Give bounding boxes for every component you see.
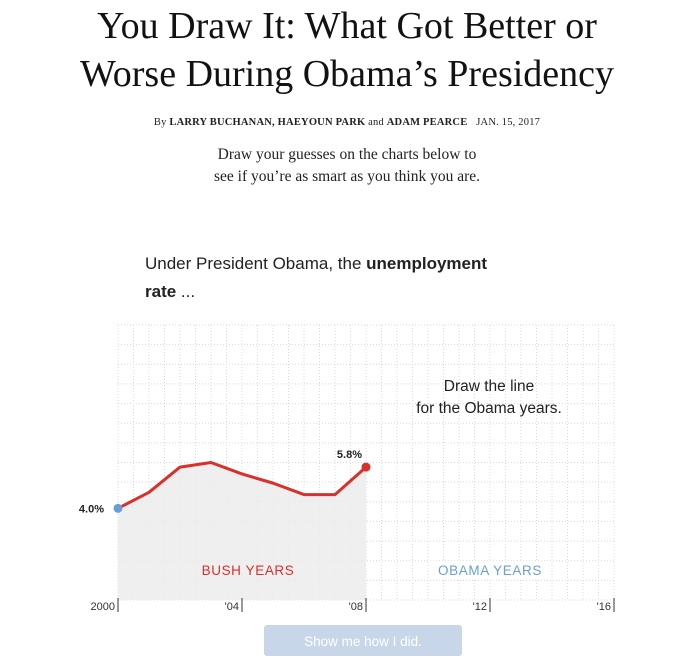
draw-prompt-line-2: for the Obama years. [416,400,562,417]
dek-line-2: see if you’re as smart as you think you … [213,168,480,185]
x-tick-label: '08 [349,601,363,613]
obama-years-label-bg [430,561,548,579]
question-bold: unemployment [366,254,488,273]
x-tick-label: '12 [473,601,487,613]
end-point[interactable] [361,462,371,472]
question-rate: rate [145,282,177,301]
headline-line-1: You Draw It: What Got Better or [97,5,597,47]
byline-authors-2[interactable]: ADAM PEARCE [386,117,468,128]
start-point [113,503,123,513]
dek-line-1: Draw your guesses on the charts below to [217,146,477,163]
headline-line-2: Worse During Obama’s Presidency [79,53,615,95]
draw-area[interactable] [366,325,614,600]
byline-and: and [368,117,384,128]
headline: You Draw It: What Got Better or Worse Du… [0,2,694,98]
unemployment-draw-chart[interactable]: 4.0% 5.8% BUSH YEARS OBAMA YEARS Draw the li… [0,0,694,625]
obama-years-label: OBAMA YEARS [438,563,542,578]
x-tick-label: 2000 [91,601,115,613]
question-suffix: ... [176,282,196,301]
question-prefix: Under President Obama, the [145,254,362,273]
dek: Draw your guesses on the charts below to… [0,144,694,188]
byline-prefix: By [153,117,167,128]
chart-question: Under President Obama, the unemployment … [145,250,545,306]
publish-date: JAN. 15, 2017 [476,117,541,128]
byline-authors-1[interactable]: LARRY BUCHANAN, HAEYOUN PARK [169,117,366,128]
draw-prompt-line-1: Draw the line [444,378,534,395]
unemployment-line [116,461,368,510]
start-value-label: 4.0% [79,503,104,515]
end-value-label: 5.8% [337,449,362,461]
x-tick-label: '04 [225,601,239,613]
known-data-area [118,462,366,600]
show-me-button[interactable]: Show me how I did. [264,625,462,656]
x-tick-label: '16 [597,601,611,613]
byline: By LARRY BUCHANAN, HAEYOUN PARK and ADAM… [0,117,694,128]
bush-years-label: BUSH YEARS [202,563,295,578]
